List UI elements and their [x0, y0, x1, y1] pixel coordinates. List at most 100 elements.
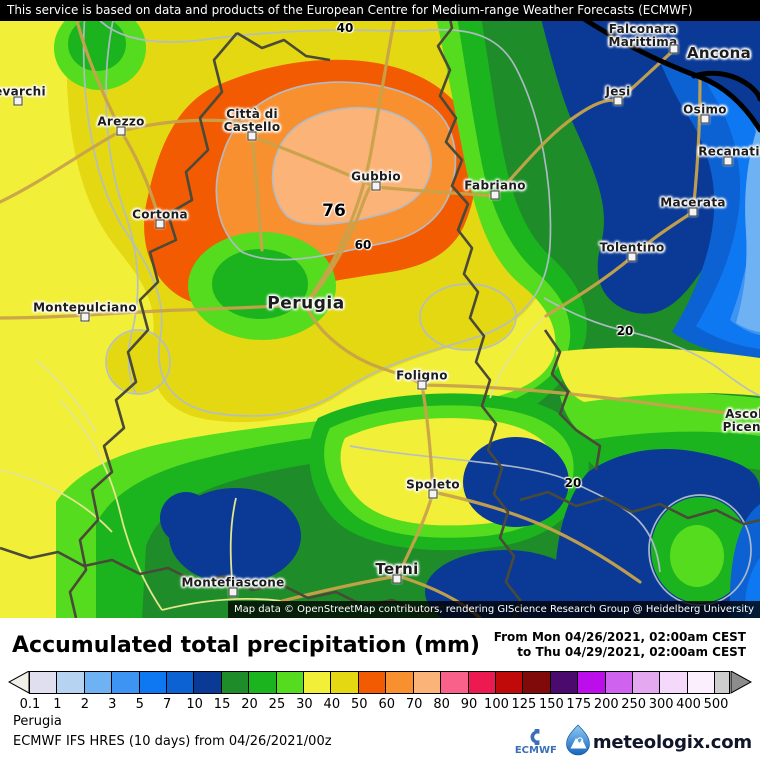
- city-label-spoleto: Spoleto: [406, 477, 460, 492]
- colorbar-segment-11: [330, 671, 359, 694]
- colorbar-segment-15: [440, 671, 469, 694]
- scale-tick-15: 15: [213, 697, 231, 712]
- scale-tick-70: 70: [405, 697, 423, 712]
- scale-overflow-box: [714, 671, 730, 694]
- scale-tick-150: 150: [538, 697, 564, 712]
- city-marker-recanati: [723, 156, 733, 166]
- period-to: to Thu 04/29/2021, 02:00am CEST: [517, 645, 746, 659]
- city-label-ascoli-piceno: Ascoli Piceno: [722, 406, 760, 434]
- city-label-montepulciano: Montepulciano: [33, 300, 137, 315]
- scale-tick-20: 20: [241, 697, 258, 712]
- ecmwf-icon: [530, 729, 540, 745]
- location-label: Perugia: [13, 714, 62, 729]
- scale-tick-500: 500: [703, 697, 729, 712]
- scale-right-arrow-icon: [730, 671, 752, 694]
- ecmwf-logo[interactable]: ECMWF: [515, 729, 557, 756]
- meteologix-brand-text: meteologix.com: [592, 732, 752, 753]
- city-marker-osimo: [700, 114, 710, 124]
- contour-label-20-2: 20: [616, 324, 634, 338]
- scale-tick-25: 25: [268, 697, 286, 712]
- scale-tick-2: 2: [80, 697, 90, 712]
- city-label-gubbio: Gubbio: [351, 169, 401, 184]
- forecast-period: From Mon 04/26/2021, 02:00am CEST to Thu…: [494, 630, 746, 660]
- logo-group: ECMWF meteologix.com: [515, 724, 752, 756]
- city-label-recanati: Recanati: [698, 144, 760, 159]
- city-marker-arezzo: [116, 126, 126, 136]
- city-marker-macerata: [688, 207, 698, 217]
- city-label-fabriano: Fabriano: [464, 178, 526, 193]
- scale-tick-0.1: 0.1: [19, 697, 41, 712]
- page-title: Accumulated total precipitation (mm): [12, 633, 480, 658]
- city-marker-foligno: [417, 380, 427, 390]
- scale-tick-30: 30: [296, 697, 313, 712]
- city-label-cortona: Cortona: [132, 207, 188, 222]
- colorbar-tick-labels: 0.1 1 2 3 5 7 10 15 20 25 30 40 50 60 70 80 90 100 125 150 1…: [8, 697, 752, 712]
- city-label-citt-di-castello: Città di Castello: [223, 106, 281, 134]
- city-marker-evarchi: [13, 96, 23, 106]
- scale-tick-10: 10: [186, 697, 203, 712]
- banner-text: This service is based on data and produc…: [7, 3, 693, 17]
- contour-label-40-0: 40: [336, 21, 354, 35]
- period-from: From Mon 04/26/2021, 02:00am CEST: [493, 630, 746, 644]
- map-label-layer: evarchi Arezzo Città di Castello Cortona Mon…: [0, 21, 760, 597]
- scale-tick-5: 5: [135, 697, 144, 712]
- scale-tick-250: 250: [621, 697, 647, 712]
- meteologix-logo[interactable]: meteologix.com: [565, 724, 752, 756]
- colorbar-segment-6: [193, 671, 222, 694]
- colorbar-segment-4: [138, 671, 168, 694]
- colorbar-segment-18: [522, 671, 551, 694]
- city-label-tolentino: Tolentino: [599, 240, 665, 255]
- contour-label-60-1: 60: [354, 238, 372, 252]
- city-marker-tolentino: [627, 252, 637, 262]
- precipitation-peak-label: 76: [322, 201, 346, 221]
- city-marker-cortona: [155, 219, 165, 229]
- city-label-evarchi: evarchi: [0, 84, 46, 99]
- colorbar-segment-20: [577, 671, 606, 694]
- colorbar-segment-7: [220, 671, 250, 694]
- city-label-foligno: Foligno: [396, 368, 448, 383]
- city-marker-falconara-marittima: [669, 44, 679, 54]
- city-marker-terni: [392, 574, 402, 584]
- colorbar-segment-3: [111, 671, 140, 694]
- scale-tick-100: 100: [484, 697, 509, 712]
- scale-tick-1: 1: [53, 697, 62, 712]
- colorbar-segment-17: [494, 671, 524, 694]
- city-marker-citt-di-castello: [247, 131, 257, 141]
- city-label-falconara-marittima: Falconara Marittima: [608, 21, 678, 49]
- scale-tick-400: 400: [676, 697, 701, 712]
- colorbar-segment-2: [83, 671, 113, 694]
- precipitation-color-scale: [8, 671, 752, 694]
- colorbar-segment-21: [604, 671, 633, 694]
- city-label-ancona: Ancona: [686, 43, 752, 62]
- scale-left-arrow-icon: [8, 671, 30, 694]
- colorbar-segment-22: [631, 671, 661, 694]
- city-marker-gubbio: [371, 181, 381, 191]
- precipitation-map-canvas: [0, 0, 760, 618]
- colorbar-segment-8: [248, 671, 277, 694]
- scale-tick-80: 80: [433, 697, 450, 712]
- city-marker-spoleto: [428, 489, 438, 499]
- scale-tick-175: 175: [566, 697, 592, 712]
- ecmwf-disclaimer-banner: This service is based on data and produc…: [0, 0, 760, 21]
- colorbar-segment-14: [412, 671, 442, 694]
- colorbar-segment-12: [357, 671, 387, 694]
- city-label-jesi: Jesi: [605, 84, 631, 99]
- city-marker-montepulciano: [80, 312, 90, 322]
- scale-tick-7: 7: [163, 697, 172, 712]
- colorbar-segment-13: [385, 671, 414, 694]
- city-label-macerata: Macerata: [660, 195, 726, 210]
- scale-tick-3: 3: [108, 697, 117, 712]
- colorbar-segment-19: [549, 671, 579, 694]
- scale-tick-300: 300: [648, 697, 674, 712]
- city-marker-jesi: [613, 96, 623, 106]
- colorbar-segment-0: [29, 671, 58, 694]
- colorbar-segment-16: [467, 671, 496, 694]
- scale-tick-60: 60: [378, 697, 395, 712]
- scale-tick-200: 200: [593, 697, 619, 712]
- colorbar-segment-9: [275, 671, 305, 694]
- scale-tick-50: 50: [350, 697, 368, 712]
- contour-label-20-3: 20: [564, 476, 582, 490]
- scale-tick-40: 40: [323, 697, 341, 712]
- precipitation-map[interactable]: evarchi Arezzo Città di Castello Cortona Mon…: [0, 0, 760, 618]
